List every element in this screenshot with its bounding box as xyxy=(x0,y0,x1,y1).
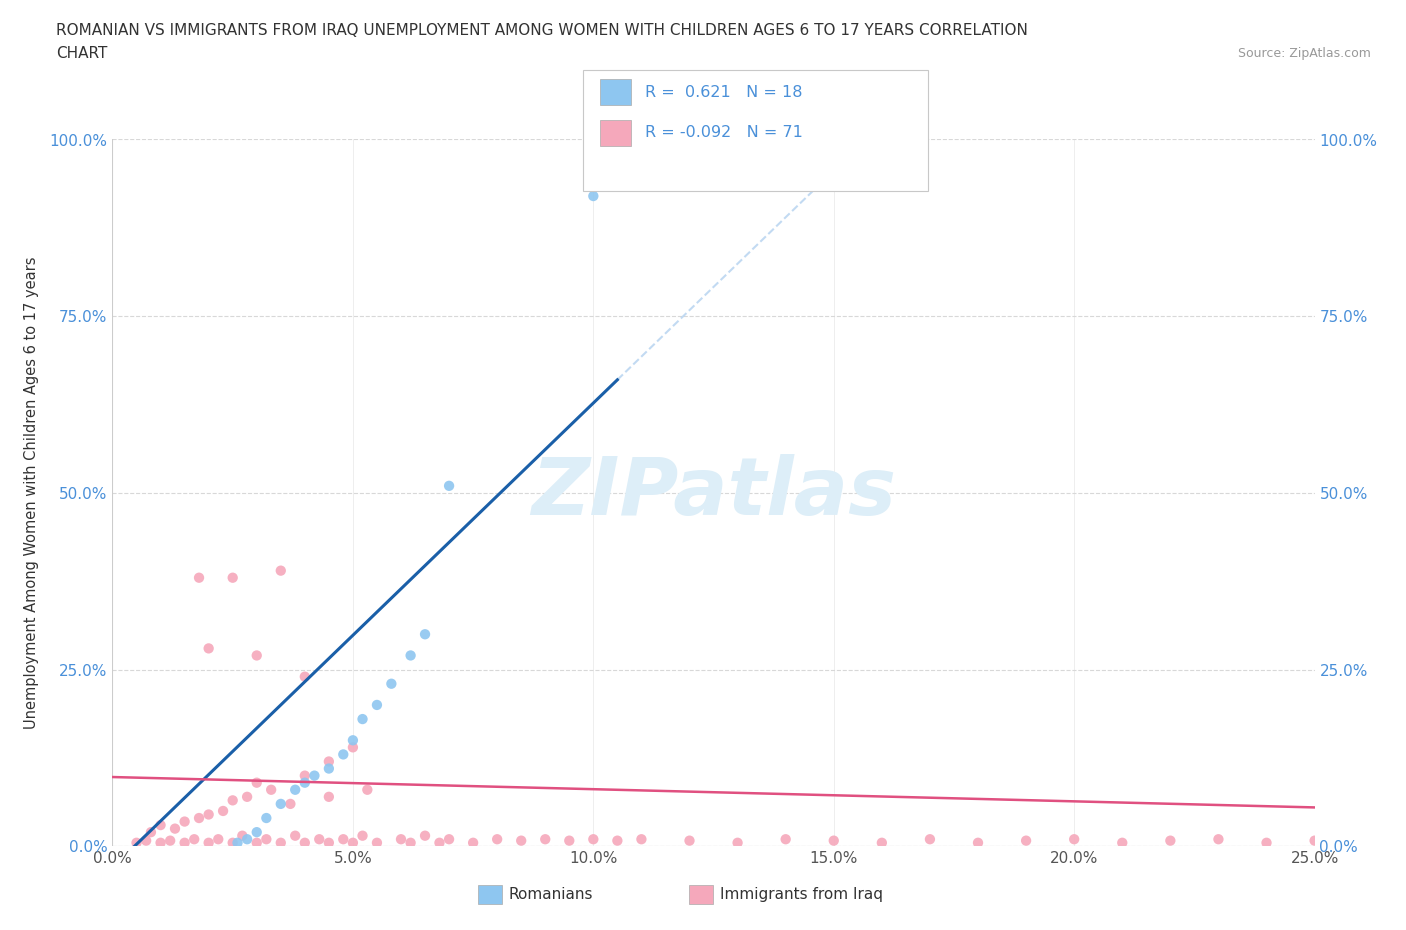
Point xyxy=(630,831,652,846)
Point xyxy=(222,570,245,585)
Point xyxy=(197,641,219,656)
Point xyxy=(231,829,253,844)
Point xyxy=(284,829,307,844)
Point xyxy=(582,831,605,846)
Point xyxy=(125,835,148,850)
Point xyxy=(246,835,269,850)
Point xyxy=(461,835,484,850)
Point xyxy=(254,811,277,826)
Point xyxy=(342,733,364,748)
Point xyxy=(727,835,749,850)
Point xyxy=(366,835,388,850)
Point xyxy=(606,833,628,848)
Point xyxy=(413,829,436,844)
Point xyxy=(534,831,557,846)
Point xyxy=(280,796,302,811)
Point xyxy=(352,829,374,844)
Point xyxy=(246,825,269,840)
Point xyxy=(582,189,605,204)
Point xyxy=(270,835,292,850)
Point xyxy=(294,776,316,790)
Point xyxy=(270,796,292,811)
Point xyxy=(318,761,340,776)
Point xyxy=(918,831,941,846)
Text: Romanians: Romanians xyxy=(509,887,593,902)
Point xyxy=(173,814,195,829)
Point xyxy=(163,821,186,836)
Point xyxy=(823,833,845,848)
Point xyxy=(246,776,269,790)
Text: ZIPatlas: ZIPatlas xyxy=(531,454,896,532)
Point xyxy=(294,835,316,850)
Point xyxy=(429,835,451,850)
Point xyxy=(332,831,354,846)
Point xyxy=(413,627,436,642)
Text: Immigrants from Iraq: Immigrants from Iraq xyxy=(720,887,883,902)
Point xyxy=(1111,835,1133,850)
Point xyxy=(1015,833,1038,848)
Point xyxy=(308,831,330,846)
Point xyxy=(173,835,195,850)
Point xyxy=(260,782,283,797)
Point xyxy=(352,711,374,726)
Point xyxy=(139,825,162,840)
Point xyxy=(207,831,229,846)
Point xyxy=(380,676,402,691)
Point xyxy=(870,835,893,850)
Point xyxy=(294,768,316,783)
Text: R = -0.092   N = 71: R = -0.092 N = 71 xyxy=(645,126,803,140)
Point xyxy=(149,817,172,832)
Point xyxy=(1159,833,1181,848)
Point xyxy=(222,835,245,850)
Point xyxy=(1256,835,1278,850)
Point xyxy=(159,833,181,848)
Point xyxy=(318,790,340,804)
Point xyxy=(188,570,211,585)
Point xyxy=(294,670,316,684)
Point xyxy=(1063,831,1085,846)
Text: CHART: CHART xyxy=(56,46,108,61)
Point xyxy=(356,782,378,797)
Point xyxy=(342,835,364,850)
Y-axis label: Unemployment Among Women with Children Ages 6 to 17 years: Unemployment Among Women with Children A… xyxy=(24,257,38,729)
Point xyxy=(437,478,460,493)
Point xyxy=(399,648,422,663)
Text: R =  0.621   N = 18: R = 0.621 N = 18 xyxy=(645,85,803,100)
Point xyxy=(366,698,388,712)
Point xyxy=(318,754,340,769)
Point xyxy=(212,804,235,818)
Point xyxy=(246,648,269,663)
Point xyxy=(270,564,292,578)
Point xyxy=(222,793,245,808)
Point xyxy=(236,790,259,804)
Point xyxy=(149,835,172,850)
Point xyxy=(197,807,219,822)
Text: ROMANIAN VS IMMIGRANTS FROM IRAQ UNEMPLOYMENT AMONG WOMEN WITH CHILDREN AGES 6 T: ROMANIAN VS IMMIGRANTS FROM IRAQ UNEMPLO… xyxy=(56,23,1028,38)
Point xyxy=(332,747,354,762)
Point xyxy=(678,833,700,848)
Point xyxy=(1303,833,1326,848)
Point xyxy=(236,831,259,846)
Point xyxy=(197,835,219,850)
Point xyxy=(775,831,797,846)
Point xyxy=(558,833,581,848)
Point xyxy=(183,831,205,846)
Point xyxy=(510,833,533,848)
Point xyxy=(342,740,364,755)
Text: Source: ZipAtlas.com: Source: ZipAtlas.com xyxy=(1237,46,1371,60)
Point xyxy=(437,831,460,846)
Point xyxy=(399,835,422,850)
Point xyxy=(967,835,990,850)
Point xyxy=(135,833,157,848)
Point xyxy=(188,811,211,826)
Point xyxy=(389,831,412,846)
Point xyxy=(318,835,340,850)
Point xyxy=(226,835,249,850)
Point xyxy=(304,768,326,783)
Point xyxy=(486,831,509,846)
Point xyxy=(1208,831,1230,846)
Point xyxy=(254,831,277,846)
Point xyxy=(284,782,307,797)
